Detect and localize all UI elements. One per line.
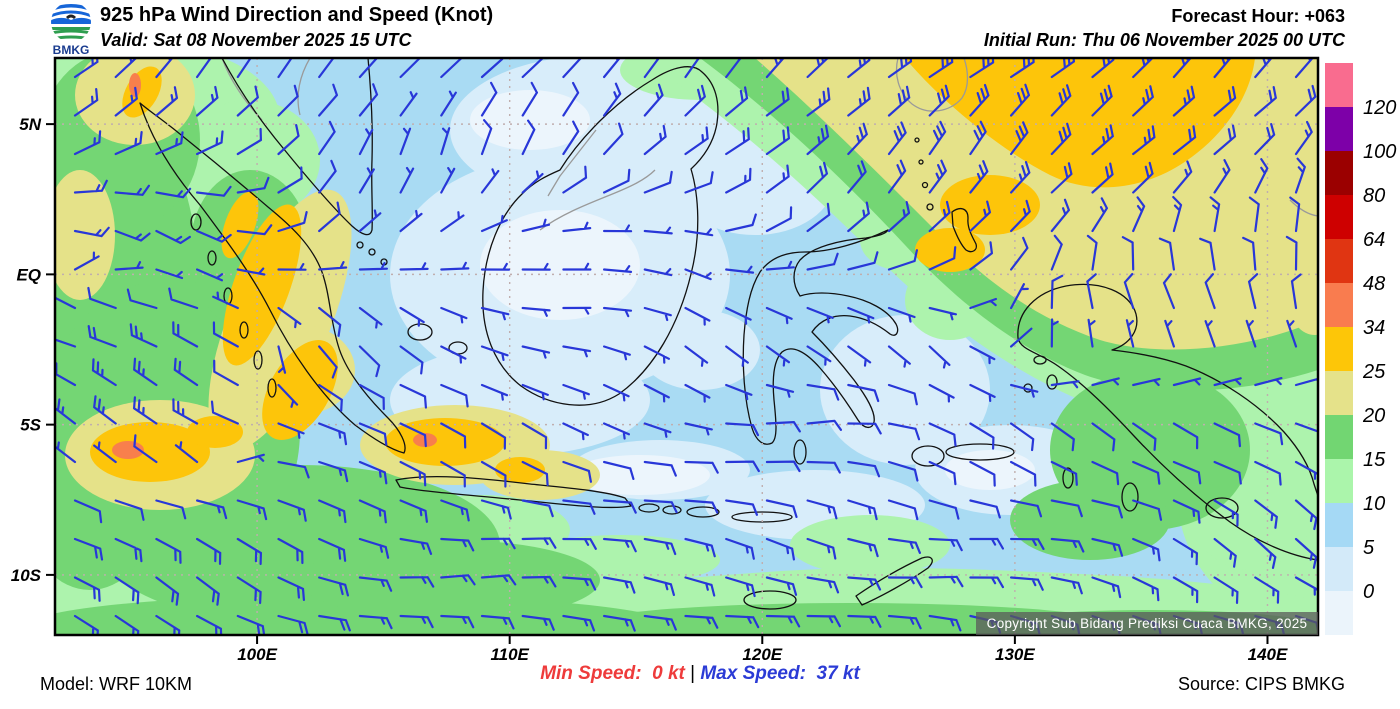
colorbar: 120 100 80 64 48 34 25 20 15 10 5 0 [1325, 63, 1396, 635]
bmkg-logo: BMKG [51, 2, 91, 57]
svg-text:10: 10 [1363, 493, 1385, 515]
header-right: Forecast Hour: +063 Initial Run: Thu 06 … [984, 4, 1345, 52]
valid-time: Valid: Sat 08 November 2025 15 UTC [100, 30, 412, 50]
svg-text:20: 20 [1362, 405, 1385, 427]
svg-text:34: 34 [1363, 317, 1385, 339]
svg-text:100E: 100E [237, 645, 277, 661]
svg-text:140E: 140E [1248, 645, 1288, 661]
svg-text:120: 120 [1363, 97, 1396, 119]
wind-speed-field [55, 58, 1318, 635]
svg-text:25: 25 [1362, 361, 1386, 383]
svg-text:10S: 10S [11, 566, 42, 585]
map-frame [53, 56, 1320, 637]
svg-text:EQ: EQ [16, 265, 41, 284]
svg-text:5S: 5S [20, 416, 41, 435]
svg-text:5N: 5N [19, 115, 41, 134]
forecast-hour: Forecast Hour: +063 [1171, 6, 1345, 26]
axis-labels: 5N EQ 5S 10S 100E 110E 120E 130E 140E [11, 115, 1288, 661]
svg-text:64: 64 [1363, 229, 1385, 251]
svg-text:110E: 110E [490, 645, 529, 661]
svg-text:5: 5 [1363, 537, 1375, 559]
min-max-speed: Min Speed: 0 kt | Max Speed: 37 kt [0, 663, 1400, 685]
header-left: 925 hPa Wind Direction and Speed (Knot) … [100, 2, 493, 52]
coastlines [139, 58, 1318, 610]
svg-text:80: 80 [1363, 185, 1385, 207]
separator: | [690, 663, 696, 684]
svg-text:15: 15 [1363, 449, 1386, 471]
min-speed: Min Speed: 0 kt [540, 663, 685, 684]
wind-barbs [55, 58, 1318, 635]
svg-text:100: 100 [1363, 141, 1396, 163]
svg-text:0: 0 [1363, 581, 1374, 603]
copyright-notice: Copyright Sub Bidang Prediksi Cuaca BMKG… [976, 612, 1318, 635]
svg-text:130E: 130E [995, 645, 1035, 661]
initial-run: Initial Run: Thu 06 November 2025 00 UTC [983, 30, 1345, 50]
max-speed: Max Speed: 37 kt [700, 663, 860, 684]
page-title: 925 hPa Wind Direction and Speed (Knot) [100, 4, 494, 26]
svg-text:120E: 120E [742, 645, 782, 661]
bmkg-logo-text: BMKG [53, 43, 90, 57]
svg-text:48: 48 [1363, 273, 1385, 295]
model-label: Model: WRF 10KM [40, 674, 193, 694]
source-label: Source: CIPS BMKG [1177, 674, 1345, 694]
